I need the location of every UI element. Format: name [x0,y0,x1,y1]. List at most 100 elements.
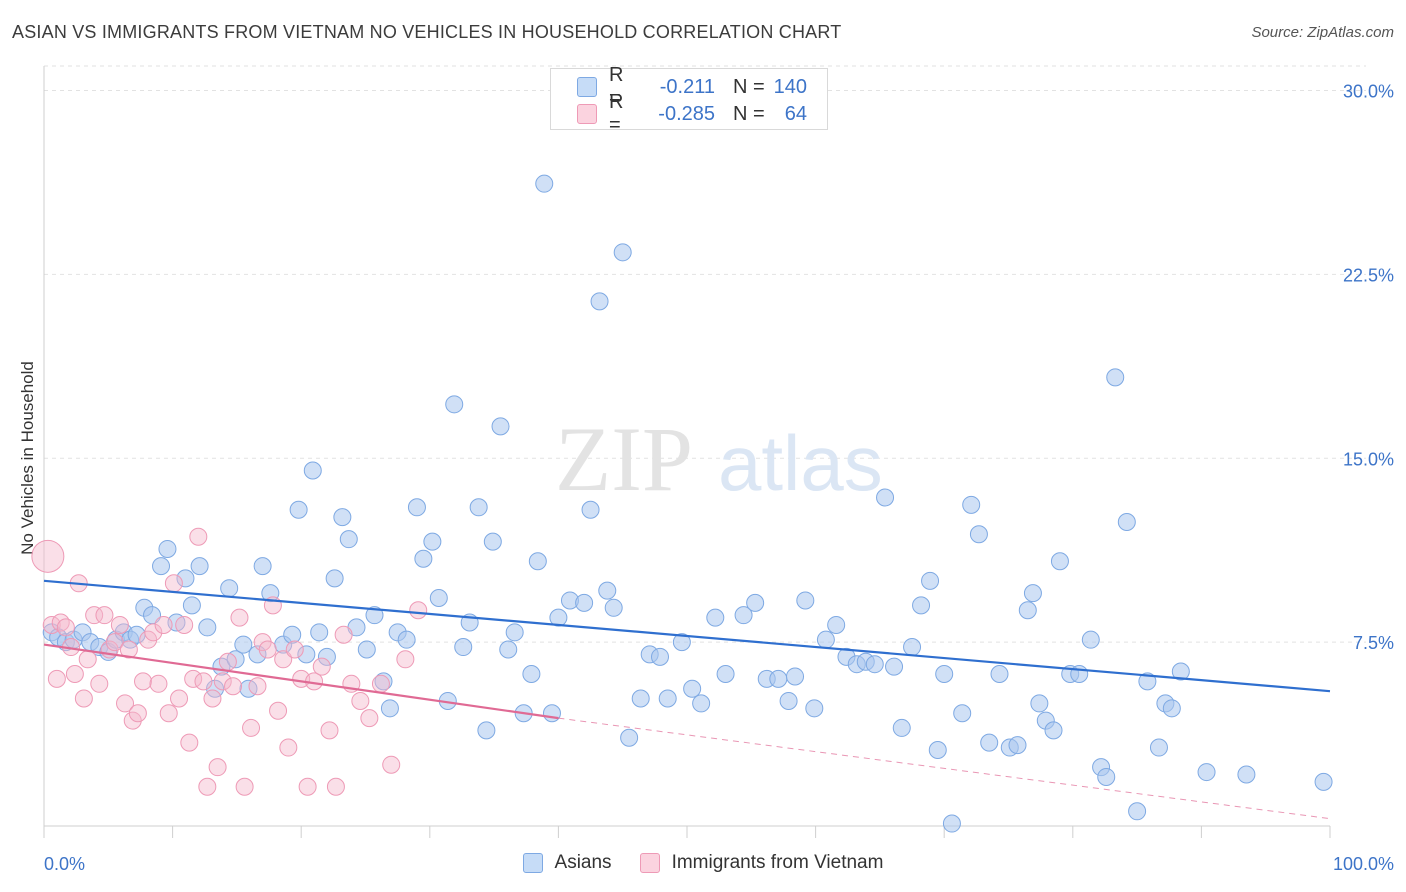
vietnam-swatch [577,104,597,124]
asian-point [942,814,961,833]
asian-point [1097,767,1116,786]
asian-point [604,598,623,617]
y-tick-label: 22.5% [1343,265,1394,285]
asian-point [317,647,336,666]
asian-point [397,630,416,649]
asian-point [734,606,753,625]
vietnam-point [119,640,138,659]
vietnam-point [258,640,277,659]
asian-point [658,689,677,708]
asian-point [1149,738,1168,757]
asian-point [746,593,765,612]
asian-point [491,417,510,436]
asians-legend-swatch [522,853,543,873]
asian-point [590,292,609,311]
asian-point [581,500,600,519]
vietnam-point [320,721,339,740]
vietnam-point [194,672,213,691]
asian-point [598,581,617,600]
asian-point [613,243,632,262]
asian-point [1081,630,1100,649]
asian-point [454,638,473,657]
asian-point [1050,552,1069,571]
asian-point [414,549,433,568]
asian-point [1237,765,1256,784]
asian-point [445,395,464,414]
r-value: -0.211 [659,75,715,98]
asian-point [253,557,272,576]
vietnam-point [224,677,243,696]
asian-point [357,640,376,659]
n-label: N = [733,102,765,125]
asian-point [374,672,393,691]
vietnam-point [396,650,415,669]
vietnam-point [154,615,173,634]
asian-point [505,623,524,642]
asian-point [429,589,448,607]
asian-point [912,596,931,615]
asian-point [1106,368,1125,387]
asian-point [182,596,201,615]
vietnam-point [312,657,331,676]
vietnam-point [47,669,66,688]
vietnam-point [285,640,304,659]
asian-point [683,679,702,698]
asian-point [805,699,824,718]
legend-label: Immigrants from Vietnam [671,852,884,873]
asian-point [1197,763,1216,782]
asian-point [1023,584,1042,603]
asian-point [283,625,302,644]
asian-point [969,525,988,544]
vietnam-point [274,650,293,669]
asian-point [483,532,502,551]
asian-point [672,633,691,652]
asian-point [769,669,788,688]
vietnam-point [56,618,75,637]
asian-point [885,657,904,676]
asian-point [535,174,554,193]
vietnam-point [149,674,168,693]
vietnam-point [184,669,203,688]
vietnam-point [164,574,183,593]
vietnam-point [409,601,428,620]
asian-point [575,593,594,612]
vietnam-point [269,701,288,720]
asian-point [876,488,895,507]
trend-lines [43,579,1331,820]
asian-point [827,615,846,634]
vietnam-point [110,615,129,634]
legend-row-vietnam: R = -0.285 N = 64 [551,91,807,136]
asian-point [365,606,384,625]
asian-point [903,638,922,657]
correlation-legend: R = -0.211 N = 140 R = -0.285 N = 64 [550,64,828,136]
asian-point [1138,672,1157,691]
y-tick-label: 15.0% [1343,449,1394,469]
asian-point [953,704,972,723]
asian-point [990,665,1009,683]
r-label: R = [609,64,624,109]
vietnam-point [218,652,237,671]
vietnam-point [128,704,147,723]
asian-point [921,571,940,590]
asian-point [423,532,442,551]
vietnam-point [230,608,249,627]
vietnam-point [85,606,104,625]
vietnam-point [95,606,114,625]
asian-point [542,704,561,723]
vietnam-point [189,527,208,546]
asian-point [407,498,426,517]
chart-title: ASIAN VS IMMIGRANTS FROM VIETNAM NO VEHI… [12,22,842,42]
vietnam-point [175,615,194,634]
source-label: Source: ZipAtlas.com [1251,24,1394,41]
vietnam-point [248,677,267,696]
legend-item-asians[interactable]: Asians [522,852,612,874]
y-tick-label: 7.5% [1353,633,1394,653]
vietnam-point [298,777,317,796]
vietnam-point [235,777,254,796]
r-label: R = [609,91,624,136]
legend-item-vietnam[interactable]: Immigrants from Vietnam [639,852,884,874]
asian-point [549,608,568,627]
vietnam-point [74,689,93,708]
legend-row-asians: R = -0.211 N = 140 [551,64,807,109]
